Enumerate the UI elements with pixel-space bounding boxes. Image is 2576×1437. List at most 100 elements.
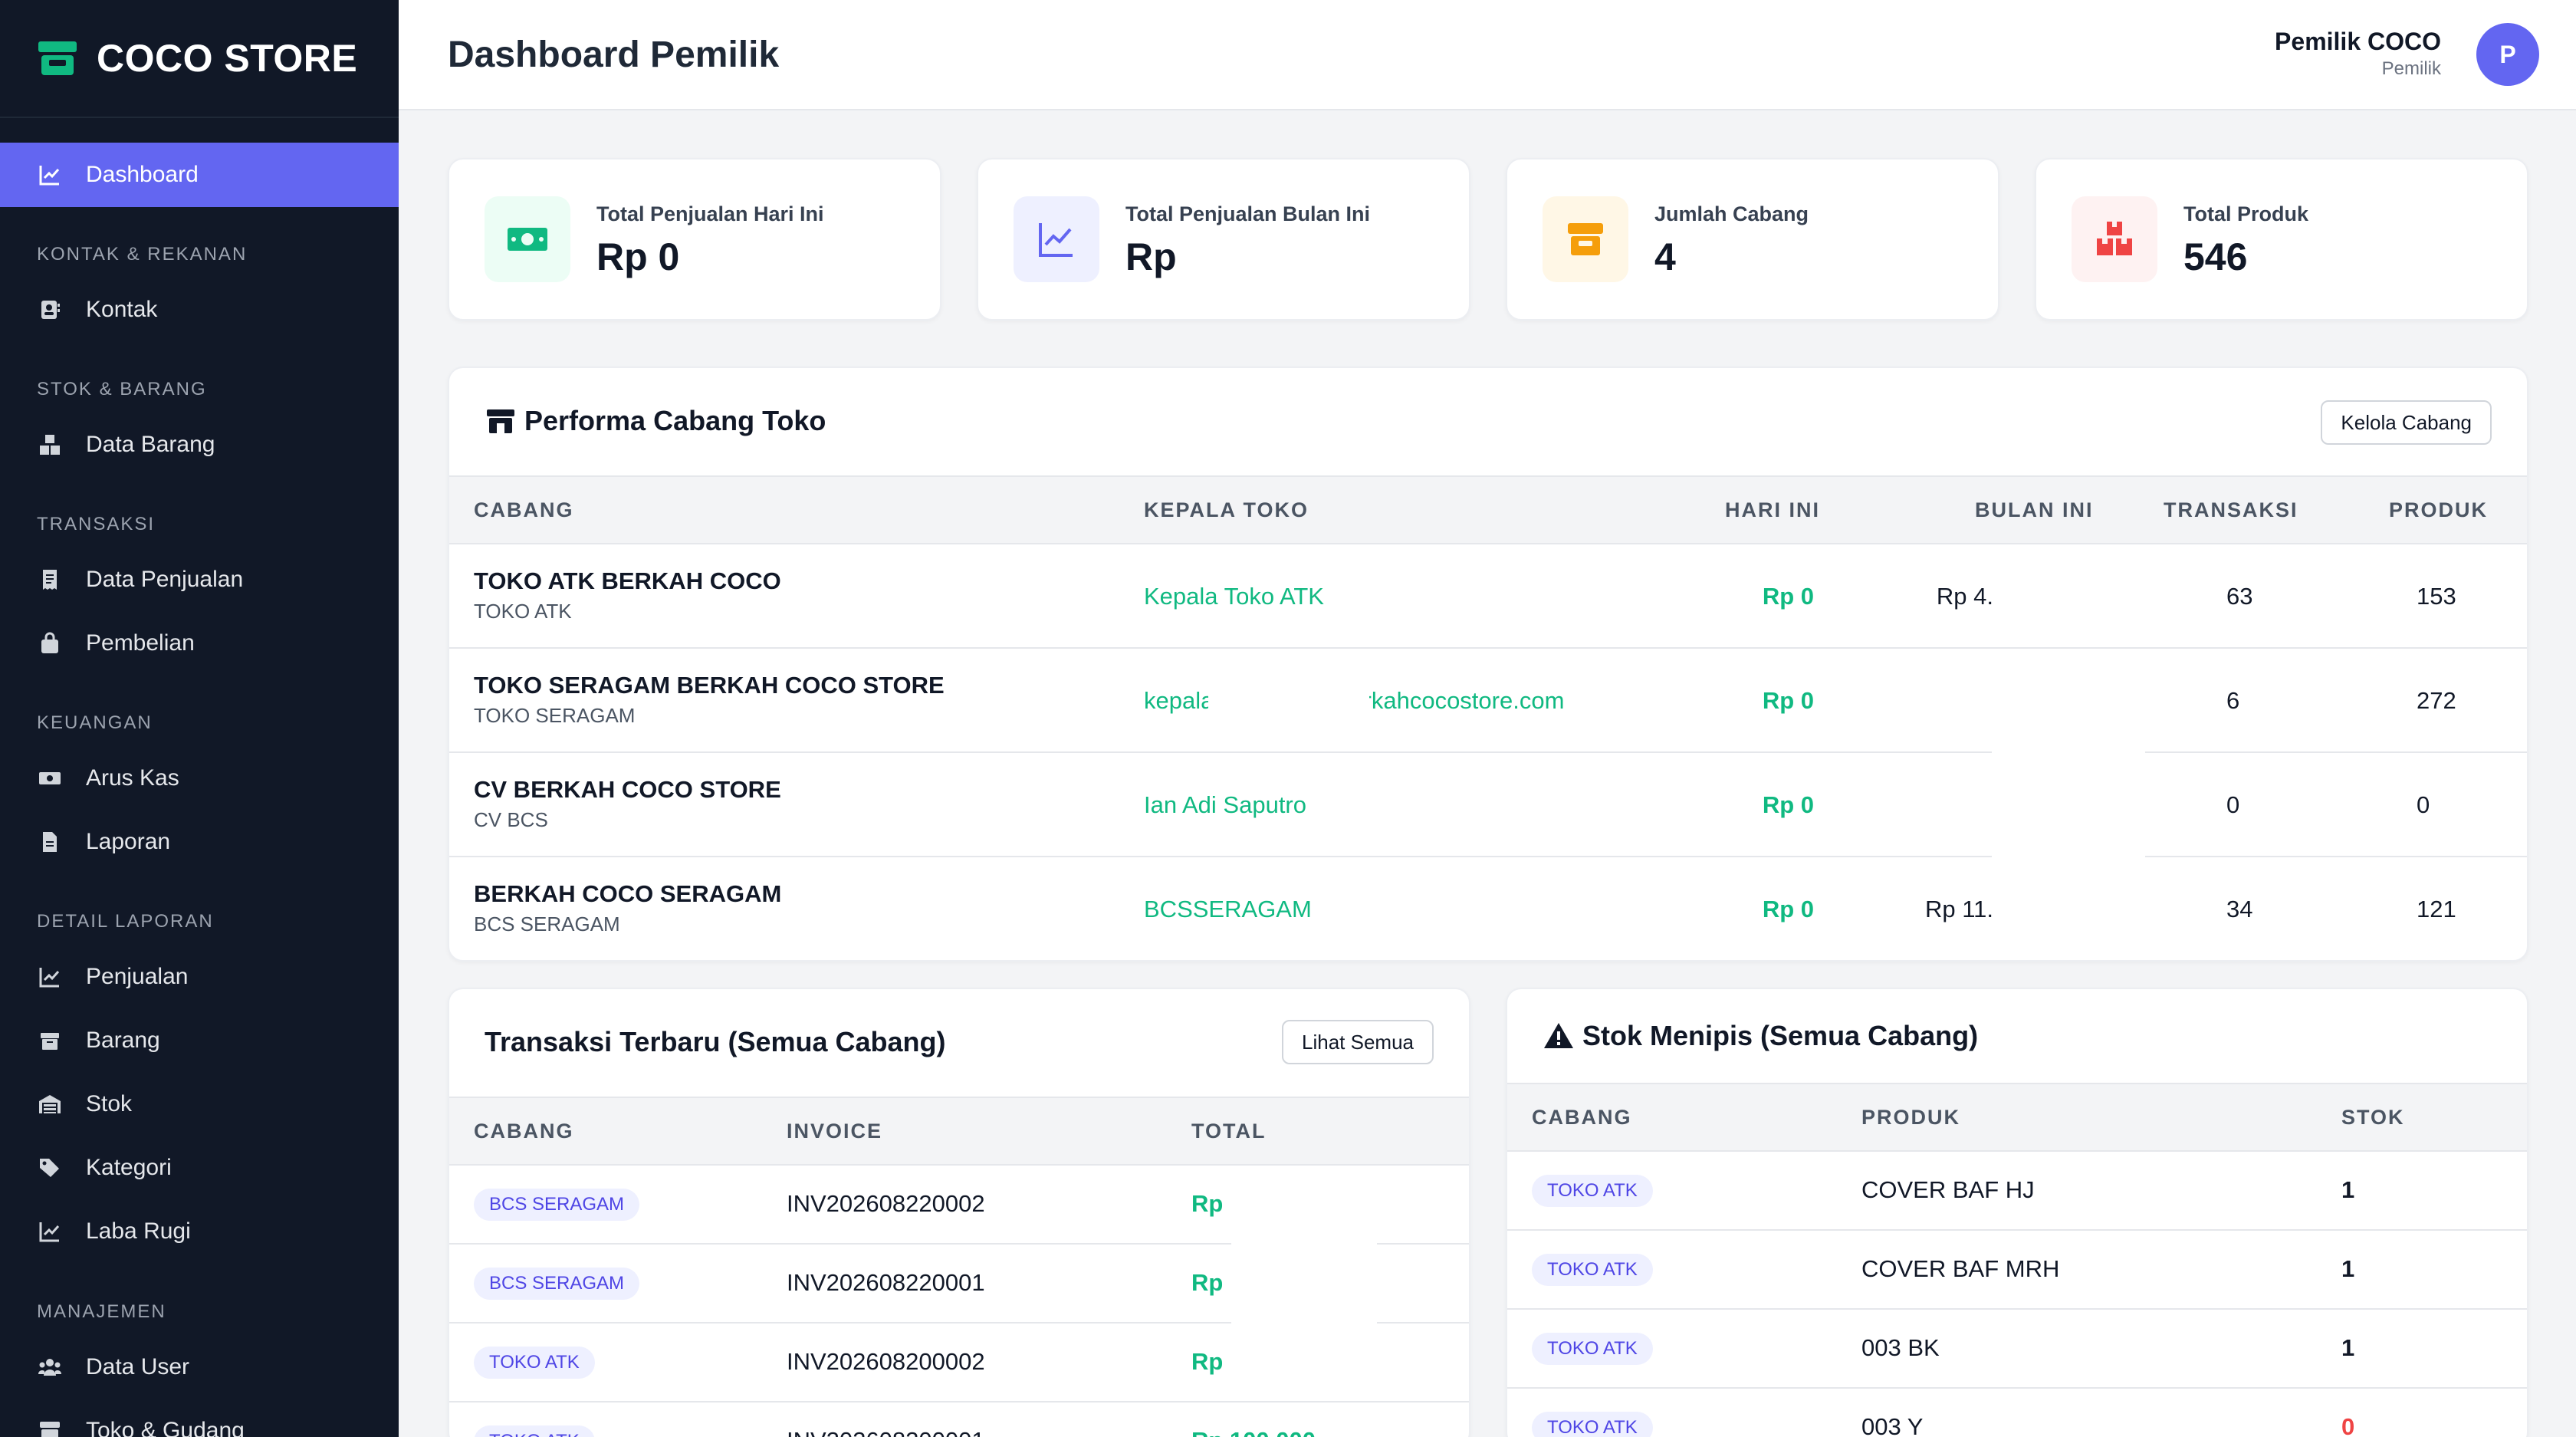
sidebar-item-laporan[interactable]: Laporan bbox=[0, 810, 399, 874]
occlusion-block bbox=[1231, 1170, 1377, 1393]
stat-card-penjualan-bulan-ini: Total Penjualan Bulan Ini Rp bbox=[977, 158, 1470, 321]
warning-icon bbox=[1544, 1023, 1573, 1048]
cabang-code: CV BCS bbox=[474, 808, 548, 831]
sidebar-item-label: Data User bbox=[86, 1354, 190, 1379]
sidebar-item-label: Pembelian bbox=[86, 630, 195, 656]
occlusion-block bbox=[1992, 652, 2145, 959]
sidebar-item-barang[interactable]: Barang bbox=[0, 1008, 399, 1073]
section-transaksi: TRANSAKSI bbox=[37, 514, 156, 534]
stat-card-jumlah-cabang: Jumlah Cabang 4 bbox=[1506, 158, 1999, 321]
sidebar-item-kategori[interactable]: Kategori bbox=[0, 1136, 399, 1200]
stat-label: Total Produk bbox=[2183, 202, 2309, 225]
table-row[interactable]: TOKO ATK BERKAH COCO TOKO ATK Kepala Tok… bbox=[449, 544, 2527, 649]
boxes-icon bbox=[37, 432, 63, 458]
stat-label: Jumlah Cabang bbox=[1654, 202, 1809, 225]
user-name[interactable]: Pemilik COCO bbox=[2275, 28, 2441, 55]
section-detail: DETAIL LAPORAN bbox=[37, 911, 214, 932]
avatar[interactable]: P bbox=[2476, 23, 2539, 86]
sidebar-item-data-barang[interactable]: Data Barang bbox=[0, 413, 399, 477]
produk-name: COVER BAF MRH bbox=[1861, 1255, 2060, 1282]
sidebar-item-pembelian[interactable]: Pembelian bbox=[0, 611, 399, 676]
sidebar-item-label: Toko & Gudang bbox=[86, 1418, 245, 1437]
sidebar-item-label: Stok bbox=[86, 1091, 133, 1116]
money-icon bbox=[485, 196, 570, 282]
th-cabang: CABANG bbox=[474, 1120, 574, 1143]
table-row[interactable]: TOKO ATK INV202608200001 Rp 100.000 bbox=[449, 1402, 1469, 1437]
table-row[interactable]: TOKO ATK INV202608200002 Rp bbox=[449, 1324, 1469, 1402]
sidebar-item-data-user[interactable]: Data User bbox=[0, 1335, 399, 1399]
th-transaksi: TRANSAKSI bbox=[2164, 498, 2298, 521]
stat-value: 546 bbox=[2183, 235, 2248, 278]
table-row[interactable]: BCS SERAGAM INV202608220002 Rp bbox=[449, 1166, 1469, 1245]
cabang-code: BCS SERAGAM bbox=[474, 913, 620, 936]
table-row[interactable]: BERKAH COCO SERAGAM BCS SERAGAM BCSSERAG… bbox=[449, 857, 2527, 960]
chart-line-icon bbox=[37, 162, 63, 188]
sidebar-item-dashboard[interactable]: Dashboard bbox=[0, 143, 399, 207]
sidebar: COCO STORE Dashboard KONTAK & REKANAN Ko… bbox=[0, 0, 399, 1437]
table-row[interactable]: TOKO ATK 003 BK 1 bbox=[1507, 1310, 2527, 1389]
invoice-number[interactable]: INV202608200001 bbox=[787, 1427, 985, 1437]
th-produk: PRODUK bbox=[2389, 498, 2489, 521]
stok-value: 0 bbox=[2341, 1413, 2355, 1437]
invoice-number[interactable]: INV202608220002 bbox=[787, 1190, 985, 1217]
sidebar-item-label: Data Penjualan bbox=[86, 567, 244, 592]
users-icon bbox=[37, 1354, 63, 1380]
table-row[interactable]: TOKO ATK COVER BAF MRH 1 bbox=[1507, 1231, 2527, 1310]
table-row[interactable]: TOKO ATK COVER BAF HJ 1 bbox=[1507, 1152, 2527, 1231]
sidebar-item-label: Laba Rugi bbox=[86, 1218, 191, 1244]
total-value: Rp bbox=[1191, 1348, 1224, 1375]
kepala-toko-link[interactable]: BCSSERAGAM bbox=[1144, 896, 1312, 922]
sidebar-item-penjualan[interactable]: Penjualan bbox=[0, 945, 399, 1009]
transaksi-count: 0 bbox=[2226, 791, 2240, 818]
th-total: TOTAL bbox=[1191, 1120, 1267, 1143]
brand-name: COCO STORE bbox=[97, 37, 358, 80]
produk-name: 003 BK bbox=[1861, 1334, 1940, 1361]
warehouse-icon bbox=[37, 1091, 63, 1117]
table-header: CABANG INVOICE TOTAL bbox=[449, 1097, 1469, 1166]
hari-ini-value: Rp 0 bbox=[1762, 791, 1814, 818]
sidebar-item-stok[interactable]: Stok bbox=[0, 1072, 399, 1136]
cabang-badge: TOKO ATK bbox=[1532, 1412, 1653, 1437]
sidebar-item-label: Kategori bbox=[86, 1155, 172, 1180]
lihat-semua-button[interactable]: Lihat Semua bbox=[1282, 1020, 1434, 1064]
sidebar-item-toko-gudang[interactable]: Toko & Gudang bbox=[0, 1399, 399, 1437]
stok-value: 1 bbox=[2341, 1334, 2355, 1361]
invoice-number[interactable]: INV202608220001 bbox=[787, 1269, 985, 1296]
kepala-toko-link[interactable]: Kepala Toko ATK bbox=[1144, 583, 1324, 610]
sidebar-item-data-penjualan[interactable]: Data Penjualan bbox=[0, 548, 399, 612]
transaksi-title: Transaksi Terbaru (Semua Cabang) bbox=[485, 1026, 946, 1057]
sidebar-item-kontak[interactable]: Kontak bbox=[0, 278, 399, 342]
sidebar-item-laba-rugi[interactable]: Laba Rugi bbox=[0, 1199, 399, 1264]
bulan-ini-value: Rp 11. bbox=[1924, 896, 1993, 922]
section-manajemen: MANAJEMEN bbox=[37, 1301, 166, 1322]
hari-ini-value: Rp 0 bbox=[1762, 896, 1814, 922]
table-row[interactable]: BCS SERAGAM INV202608220001 Rp bbox=[449, 1245, 1469, 1324]
produk-count: 272 bbox=[2417, 687, 2456, 714]
chart-line-icon bbox=[37, 1218, 63, 1245]
cabang-badge: TOKO ATK bbox=[474, 1347, 595, 1379]
stat-value: Rp 0 bbox=[596, 235, 680, 278]
store-logo-icon bbox=[38, 41, 77, 75]
invoice-number[interactable]: INV202608200002 bbox=[787, 1348, 985, 1375]
stat-value: Rp bbox=[1125, 235, 1177, 278]
section-kontak: KONTAK & REKANAN bbox=[37, 244, 248, 265]
produk-count: 0 bbox=[2417, 791, 2430, 818]
brand[interactable]: COCO STORE bbox=[0, 0, 399, 118]
stok-title: Stok Menipis (Semua Cabang) bbox=[1543, 1020, 1978, 1052]
address-book-icon bbox=[37, 297, 63, 323]
kelola-cabang-button[interactable]: Kelola Cabang bbox=[2321, 400, 2492, 445]
store-icon bbox=[487, 409, 514, 433]
hari-ini-value: Rp 0 bbox=[1762, 583, 1814, 610]
table-row[interactable]: TOKO ATK 003 Y 0 bbox=[1507, 1389, 2527, 1437]
table-row[interactable]: CV BERKAH COCO STORE CV BCS Ian Adi Sapu… bbox=[449, 753, 2527, 857]
th-cabang: CABANG bbox=[474, 498, 574, 521]
sidebar-item-arus-kas[interactable]: Arus Kas bbox=[0, 746, 399, 811]
cabang-badge: TOKO ATK bbox=[1532, 1254, 1653, 1286]
kepala-toko-link[interactable]: Ian Adi Saputro bbox=[1144, 791, 1306, 818]
performa-cabang-panel: Performa Cabang Toko Kelola Cabang CABAN… bbox=[448, 367, 2528, 962]
sidebar-item-label: Arus Kas bbox=[86, 765, 179, 791]
cabang-badge: TOKO ATK bbox=[1532, 1175, 1653, 1207]
table-row[interactable]: TOKO SERAGAM BERKAH COCO STORE TOKO SERA… bbox=[449, 649, 2527, 753]
section-keuangan: KEUANGAN bbox=[37, 712, 153, 733]
cabang-code: TOKO ATK bbox=[474, 600, 572, 623]
